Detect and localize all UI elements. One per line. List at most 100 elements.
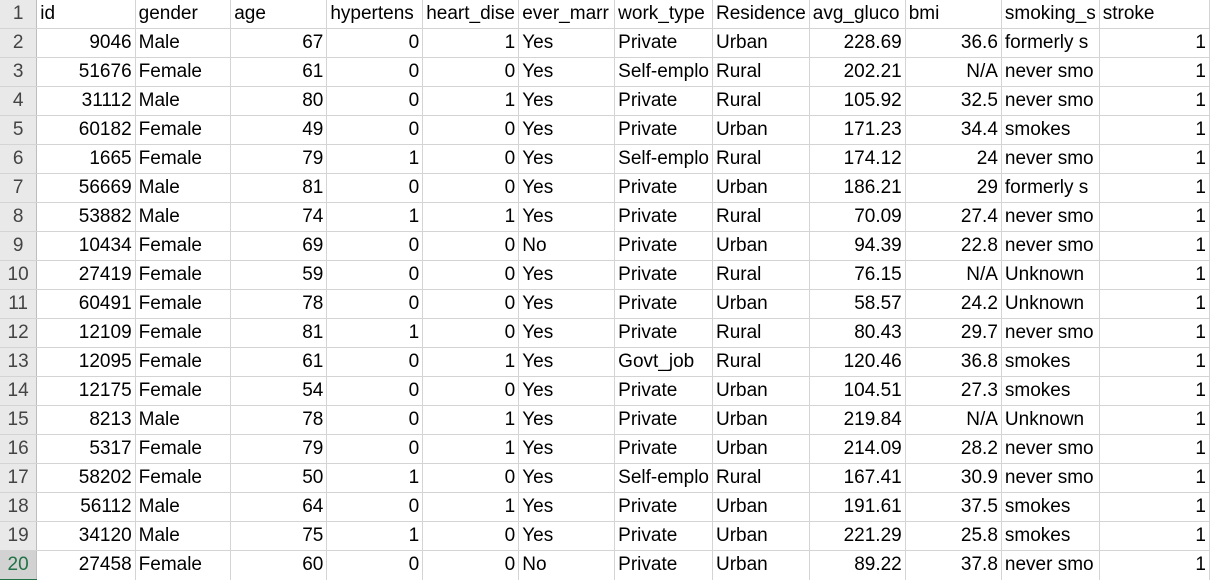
cell-heart_disease[interactable]: 1 (422, 202, 520, 232)
cell-gender[interactable]: Male (135, 202, 232, 232)
cell-gender[interactable]: Male (135, 521, 232, 551)
row-number-18[interactable]: 18 (0, 492, 38, 522)
cell-ever_married[interactable]: Yes (518, 202, 616, 232)
cell-heart_disease[interactable]: 1 (422, 86, 520, 116)
cell-bmi[interactable]: 29.7 (905, 318, 1002, 348)
cell-age[interactable]: 61 (230, 347, 328, 377)
cell-age[interactable]: 74 (230, 202, 328, 232)
cell-id[interactable]: 60491 (36, 289, 136, 319)
cell-stroke[interactable]: 1 (1099, 463, 1210, 493)
cell-gender[interactable]: Female (135, 57, 232, 87)
cell-smoking[interactable]: never smo (1001, 231, 1100, 261)
row-number-5[interactable]: 5 (0, 115, 38, 145)
cell-ever_married[interactable]: No (518, 231, 616, 261)
cell-avg_glucose[interactable]: 120.46 (809, 347, 906, 377)
cell-heart_disease[interactable]: 1 (422, 405, 520, 435)
cell-stroke[interactable]: 1 (1099, 347, 1210, 377)
cell-hypertension[interactable]: 0 (326, 173, 424, 203)
cell-residence[interactable]: Rural (712, 318, 810, 348)
column-header-bmi[interactable]: bmi (905, 0, 1002, 29)
cell-ever_married[interactable]: Yes (518, 521, 616, 551)
cell-smoking[interactable]: smokes (1001, 347, 1100, 377)
cell-work_type[interactable]: Private (614, 260, 713, 290)
cell-smoking[interactable]: never smo (1001, 86, 1100, 116)
cell-work_type[interactable]: Private (614, 318, 713, 348)
cell-ever_married[interactable]: Yes (518, 289, 616, 319)
cell-work_type[interactable]: Private (614, 173, 713, 203)
cell-age[interactable]: 61 (230, 57, 328, 87)
cell-stroke[interactable]: 1 (1099, 405, 1210, 435)
cell-age[interactable]: 78 (230, 289, 328, 319)
row-number-15[interactable]: 15 (0, 405, 38, 435)
cell-residence[interactable]: Urban (712, 115, 810, 145)
cell-smoking[interactable]: Unknown (1001, 289, 1100, 319)
cell-gender[interactable]: Female (135, 376, 232, 406)
cell-bmi[interactable]: 27.4 (905, 202, 1002, 232)
cell-ever_married[interactable]: Yes (518, 492, 616, 522)
cell-residence[interactable]: Urban (712, 521, 810, 551)
cell-heart_disease[interactable]: 1 (422, 347, 520, 377)
cell-gender[interactable]: Female (135, 144, 232, 174)
cell-residence[interactable]: Rural (712, 347, 810, 377)
cell-id[interactable]: 60182 (36, 115, 136, 145)
cell-smoking[interactable]: formerly s (1001, 28, 1100, 58)
cell-id[interactable]: 5317 (36, 434, 136, 464)
column-header-stroke[interactable]: stroke (1099, 0, 1210, 29)
cell-age[interactable]: 54 (230, 376, 328, 406)
cell-heart_disease[interactable]: 0 (422, 289, 520, 319)
cell-smoking[interactable]: smokes (1001, 492, 1100, 522)
cell-heart_disease[interactable]: 0 (422, 550, 520, 580)
cell-work_type[interactable]: Private (614, 86, 713, 116)
column-header-id[interactable]: id (36, 0, 136, 29)
row-number-10[interactable]: 10 (0, 260, 38, 290)
cell-avg_glucose[interactable]: 171.23 (809, 115, 906, 145)
cell-hypertension[interactable]: 0 (326, 405, 424, 435)
cell-avg_glucose[interactable]: 58.57 (809, 289, 906, 319)
cell-gender[interactable]: Male (135, 492, 232, 522)
cell-id[interactable]: 8213 (36, 405, 136, 435)
cell-smoking[interactable]: never smo (1001, 550, 1100, 580)
row-number-17[interactable]: 17 (0, 463, 38, 493)
cell-ever_married[interactable]: Yes (518, 405, 616, 435)
cell-ever_married[interactable]: Yes (518, 86, 616, 116)
cell-ever_married[interactable]: Yes (518, 318, 616, 348)
row-number-3[interactable]: 3 (0, 57, 38, 87)
cell-ever_married[interactable]: No (518, 550, 616, 580)
cell-stroke[interactable]: 1 (1099, 115, 1210, 145)
cell-id[interactable]: 31112 (36, 86, 136, 116)
cell-hypertension[interactable]: 0 (326, 28, 424, 58)
cell-id[interactable]: 27458 (36, 550, 136, 580)
cell-gender[interactable]: Female (135, 318, 232, 348)
cell-residence[interactable]: Rural (712, 86, 810, 116)
cell-avg_glucose[interactable]: 174.12 (809, 144, 906, 174)
cell-age[interactable]: 78 (230, 405, 328, 435)
column-header-residence[interactable]: Residence (712, 0, 810, 29)
cell-stroke[interactable]: 1 (1099, 260, 1210, 290)
cell-residence[interactable]: Rural (712, 144, 810, 174)
cell-work_type[interactable]: Private (614, 521, 713, 551)
cell-avg_glucose[interactable]: 104.51 (809, 376, 906, 406)
cell-smoking[interactable]: never smo (1001, 463, 1100, 493)
column-header-hypertension[interactable]: hypertens (326, 0, 424, 29)
cell-work_type[interactable]: Private (614, 492, 713, 522)
cell-heart_disease[interactable]: 0 (422, 57, 520, 87)
cell-bmi[interactable]: 27.3 (905, 376, 1002, 406)
cell-work_type[interactable]: Self-emplo (614, 57, 713, 87)
cell-residence[interactable]: Urban (712, 376, 810, 406)
cell-age[interactable]: 79 (230, 434, 328, 464)
cell-hypertension[interactable]: 1 (326, 463, 424, 493)
cell-heart_disease[interactable]: 0 (422, 376, 520, 406)
column-header-avg_glucose[interactable]: avg_gluco (809, 0, 906, 29)
column-header-heart_disease[interactable]: heart_dise (422, 0, 520, 29)
cell-stroke[interactable]: 1 (1099, 231, 1210, 261)
cell-ever_married[interactable]: Yes (518, 376, 616, 406)
cell-smoking[interactable]: never smo (1001, 318, 1100, 348)
cell-age[interactable]: 59 (230, 260, 328, 290)
cell-bmi[interactable]: 24 (905, 144, 1002, 174)
cell-avg_glucose[interactable]: 202.21 (809, 57, 906, 87)
cell-hypertension[interactable]: 1 (326, 521, 424, 551)
cell-avg_glucose[interactable]: 89.22 (809, 550, 906, 580)
cell-avg_glucose[interactable]: 105.92 (809, 86, 906, 116)
cell-age[interactable]: 81 (230, 318, 328, 348)
